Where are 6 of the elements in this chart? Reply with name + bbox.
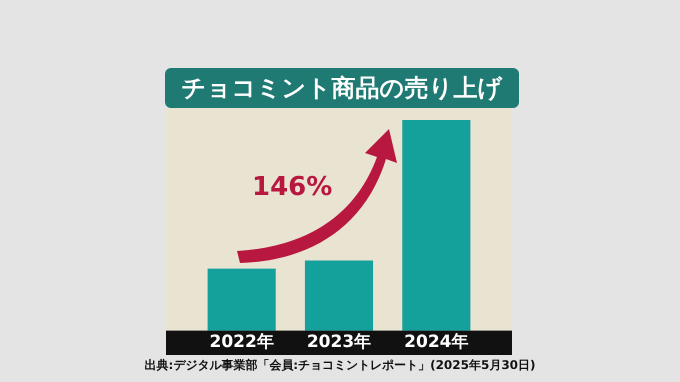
source-note: 出典:デジタル事業部「会員:チョコミントレポート」(2025年5月30日): [143, 357, 536, 374]
x-tick-label: 2022年: [210, 332, 274, 352]
chart-title: チョコミント商品の売り上げ: [165, 68, 519, 108]
x-tick-label: 2024年: [404, 332, 468, 352]
x-tick-label: 2023年: [306, 332, 372, 352]
annotation: 146%: [252, 172, 332, 202]
